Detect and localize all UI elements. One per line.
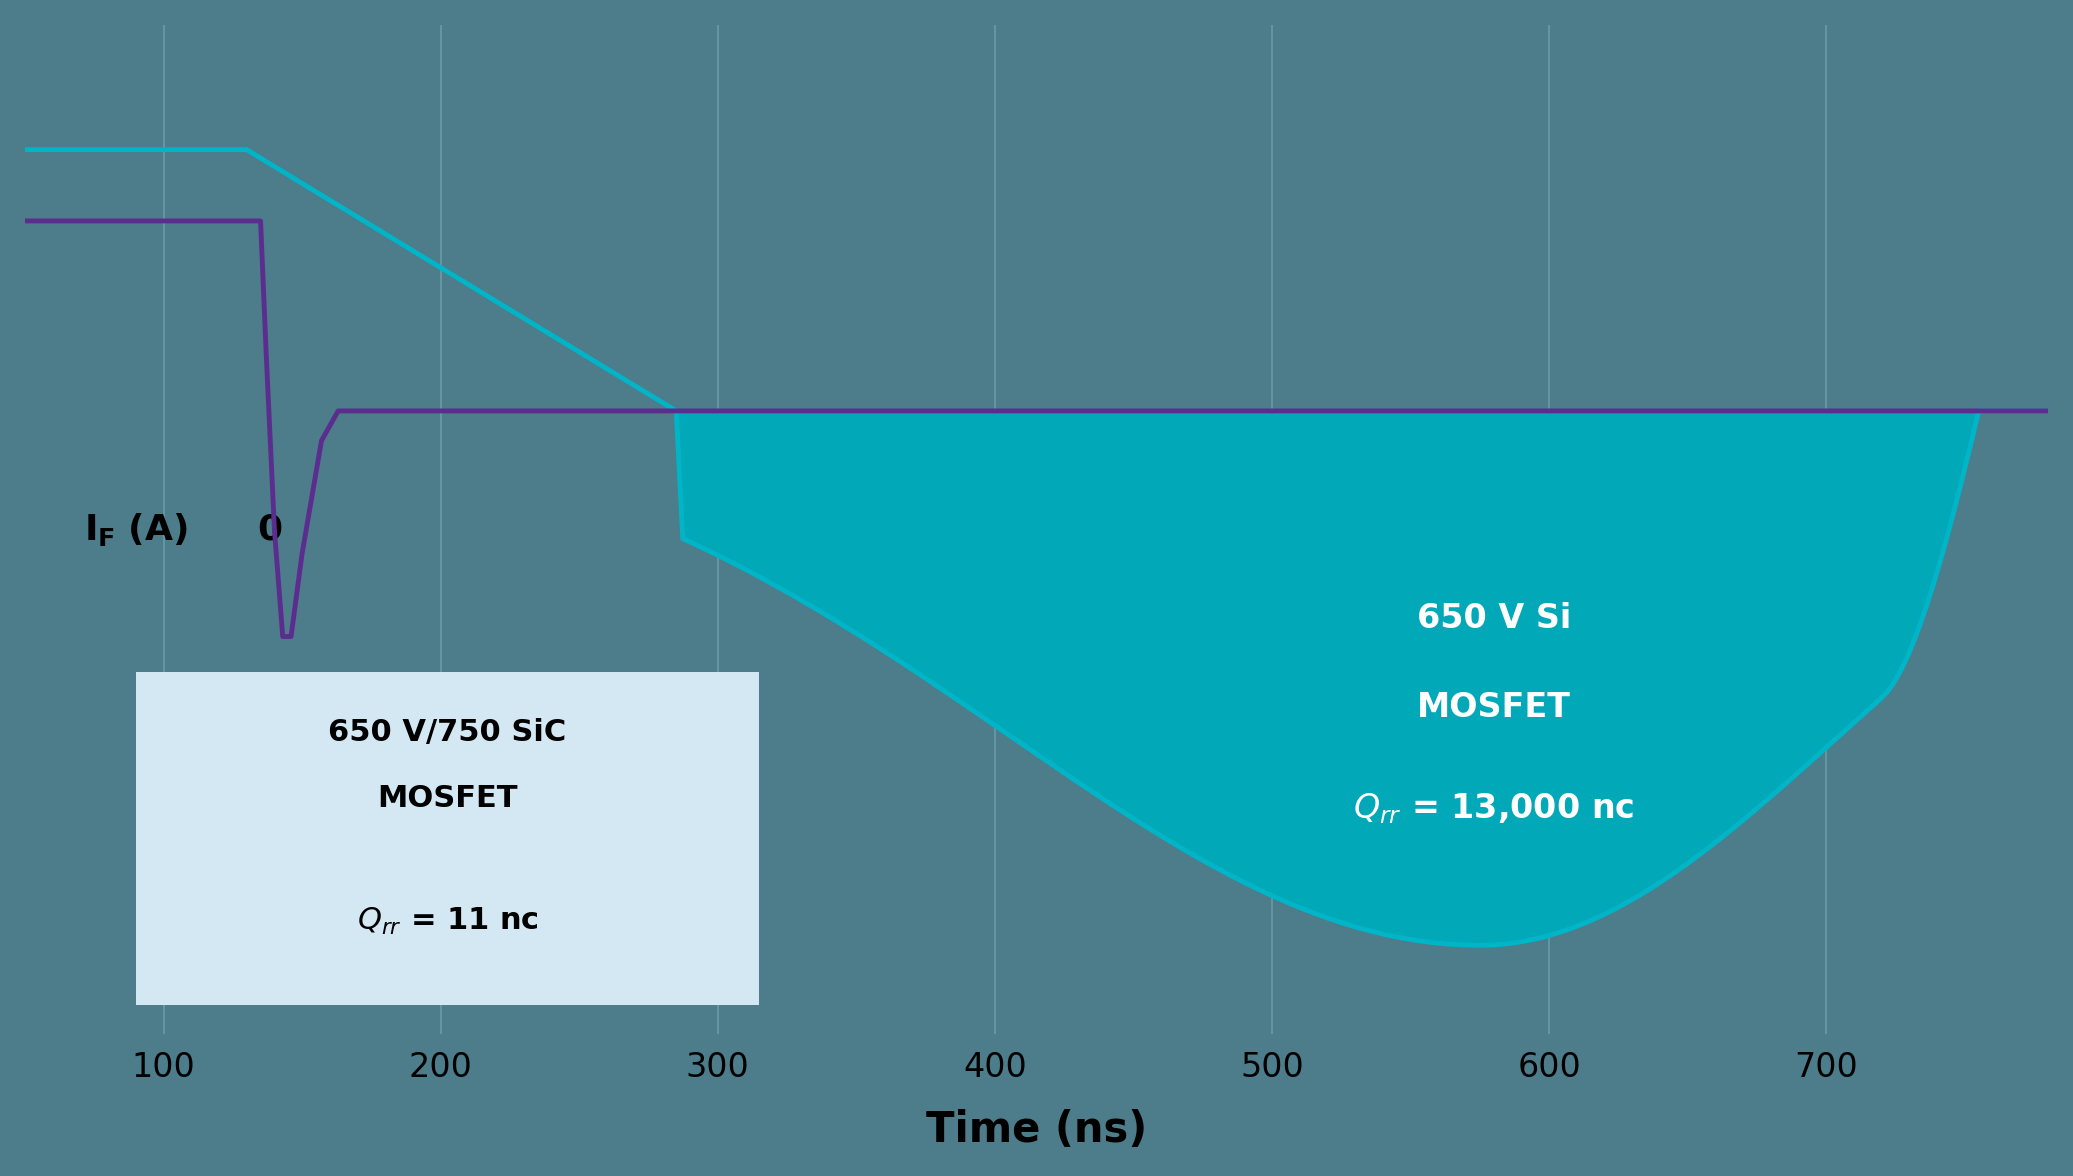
Text: $Q_{rr}$ = 13,000 nc: $Q_{rr}$ = 13,000 nc (1354, 791, 1634, 826)
Text: $\mathbf{I_F}$$\mathbf{\ (A)}$: $\mathbf{I_F}$$\mathbf{\ (A)}$ (85, 512, 189, 548)
Text: 650 V Si: 650 V Si (1416, 602, 1571, 635)
Polygon shape (676, 410, 2048, 946)
FancyBboxPatch shape (137, 673, 759, 1004)
Text: $Q_{rr}$ = 11 nc: $Q_{rr}$ = 11 nc (357, 906, 539, 937)
Text: 650 V/750 SiC: 650 V/750 SiC (328, 717, 566, 747)
X-axis label: Time (ns): Time (ns) (927, 1109, 1146, 1151)
Text: MOSFET: MOSFET (1416, 691, 1571, 724)
Text: 0: 0 (257, 513, 282, 547)
Text: MOSFET: MOSFET (377, 784, 518, 813)
